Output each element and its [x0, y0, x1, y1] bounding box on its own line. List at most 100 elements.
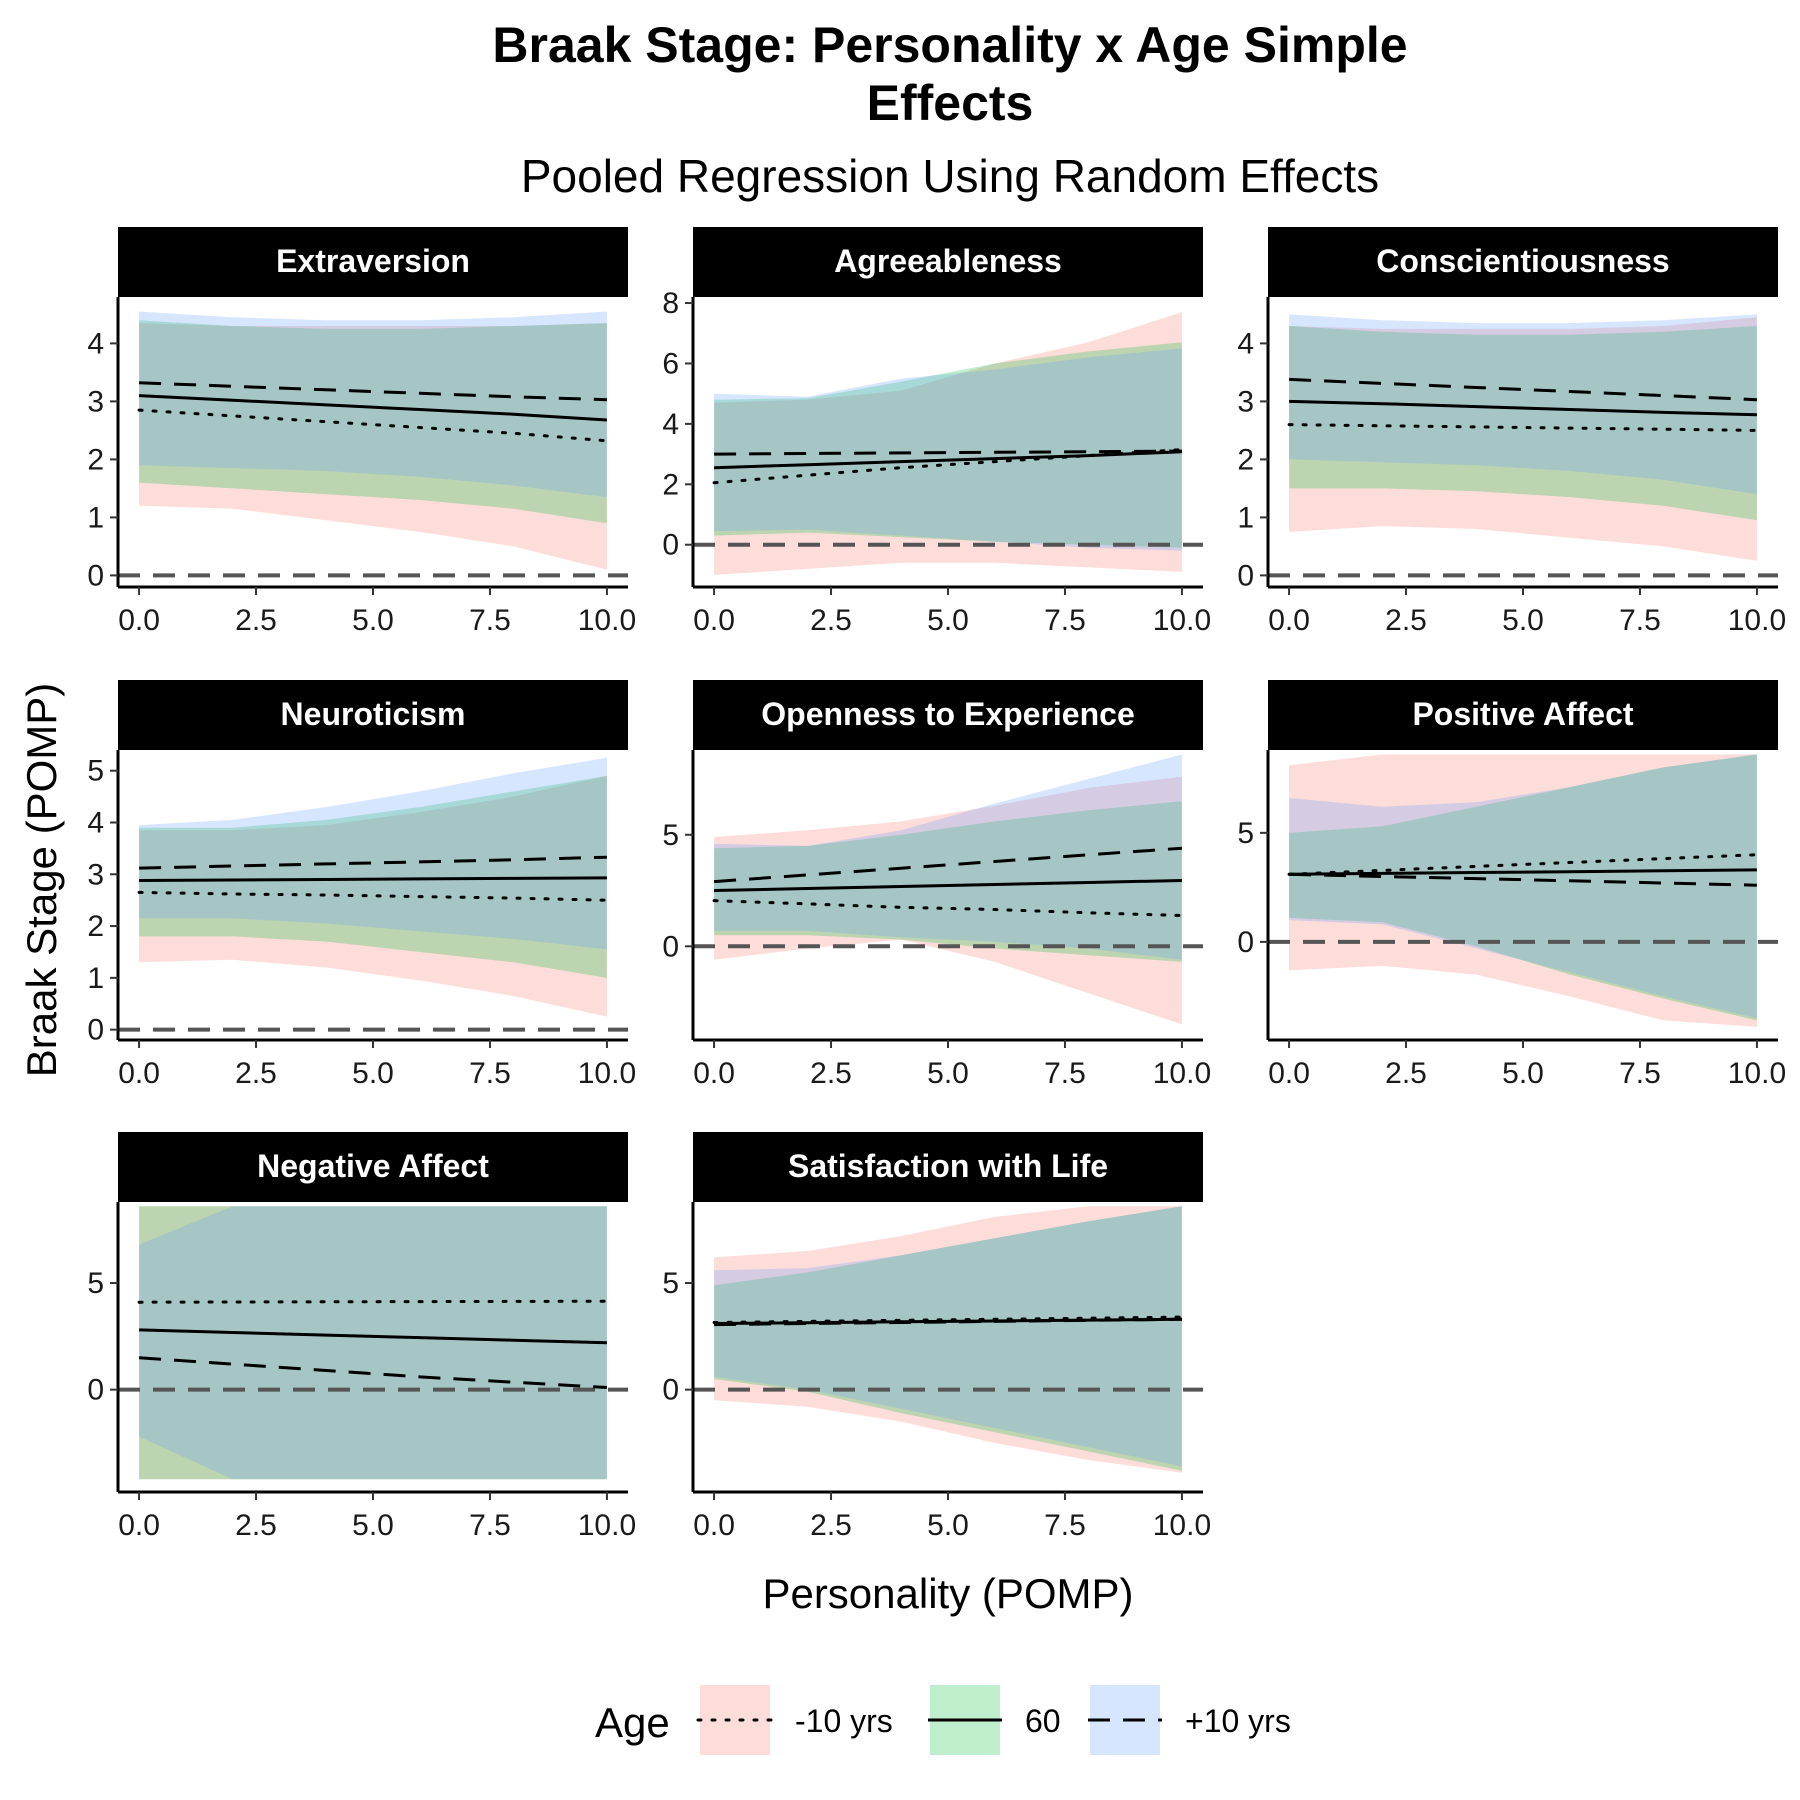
legend-key-1: 60 [928, 1685, 1061, 1755]
y-tick-label-agreeableness-4: 4 [662, 408, 679, 441]
ribbon-satisfaction-with-life-10-yrs [714, 1206, 1182, 1473]
x-tick-label-conscientiousness-1: 2.5 [1385, 604, 1427, 637]
line-positive-affect-10-yrs [1289, 872, 1757, 887]
strip-positive-affect [1268, 680, 1778, 750]
x-tick-label-positive-affect-0: 0.0 [1268, 1057, 1310, 1090]
strip-label-neuroticism: Neuroticism [281, 696, 466, 732]
x-tick-label-positive-affect-3: 7.5 [1619, 1057, 1661, 1090]
panel-conscientiousness: Conscientiousness 0 1 2 3 4 0.0 2.5 5.0 7.5 10.0 [1237, 227, 1786, 637]
x-tick-label-neuroticism-4: 10.0 [578, 1057, 636, 1090]
ribbon-openness-to-experience-10-yrs [714, 776, 1182, 1025]
line-agreeableness-60 [714, 450, 1182, 470]
y-tick-label-agreeableness-8: 8 [662, 287, 679, 320]
ribbon-neuroticism-10-yrs [139, 775, 607, 1017]
y-tick-label-positive-affect-0: 0 [1237, 926, 1254, 959]
ribbon-conscientiousness-10-yrs [1289, 314, 1757, 495]
y-tick-label-extraversion-0: 0 [87, 559, 104, 592]
strip-label-extraversion: Extraversion [276, 243, 470, 279]
x-tick-label-positive-affect-4: 10.0 [1728, 1057, 1786, 1090]
ribbons-agreeableness [714, 312, 1182, 575]
y-tick-label-conscientiousness-0: 0 [1237, 559, 1254, 592]
strip-conscientiousness [1268, 227, 1778, 297]
facet-panels: Extraversion 0 1 2 3 4 0.0 2.5 5.0 7.5 10.0 Agreeab… [87, 227, 1786, 1542]
strip-negative-affect [118, 1132, 628, 1202]
y-tick-label-extraversion-2: 2 [87, 443, 104, 476]
x-tick-label-openness-to-experience-0: 0.0 [693, 1057, 735, 1090]
x-tick-label-satisfaction-with-life-3: 7.5 [1044, 1509, 1086, 1542]
ribbons-openness-to-experience [714, 754, 1182, 1025]
x-tick-label-negative-affect-1: 2.5 [235, 1509, 277, 1542]
ribbon-agreeableness-10-yrs [714, 312, 1182, 575]
line-agreeableness-10-yrs [714, 449, 1182, 456]
ribbon-agreeableness-60 [714, 342, 1182, 548]
x-tick-label-neuroticism-3: 7.5 [469, 1057, 511, 1090]
ribbons-positive-affect [1289, 754, 1757, 1027]
ribbon-positive-affect-60 [1289, 754, 1757, 1021]
panel-negative-affect: Negative Affect 0 5 0.0 2.5 5.0 7.5 10.0 [87, 1132, 636, 1542]
y-tick-label-negative-affect-0: 0 [87, 1374, 104, 1407]
ribbon-openness-to-experience-10-yrs [714, 754, 1182, 960]
strip-label-negative-affect: Negative Affect [257, 1148, 489, 1184]
ribbon-extraversion-10-yrs [139, 311, 607, 498]
strip-openness-to-experience [693, 680, 1203, 750]
ribbon-neuroticism-10-yrs [139, 757, 607, 950]
strip-label-conscientiousness: Conscientiousness [1376, 243, 1669, 279]
ribbon-agreeableness-10-yrs [714, 348, 1182, 551]
ribbon-conscientiousness-60 [1289, 326, 1757, 521]
y-tick-label-agreeableness-0: 0 [662, 529, 679, 562]
y-tick-label-neuroticism-4: 4 [87, 807, 104, 840]
legend-label-1: 60 [1025, 1703, 1061, 1739]
y-tick-label-neuroticism-0: 0 [87, 1014, 104, 1047]
panel-extraversion: Extraversion 0 1 2 3 4 0.0 2.5 5.0 7.5 10.0 [87, 227, 636, 637]
line-neuroticism-10-yrs [139, 855, 607, 870]
x-tick-label-agreeableness-0: 0.0 [693, 604, 735, 637]
x-tick-label-positive-affect-2: 5.0 [1502, 1057, 1544, 1090]
panel-satisfaction-with-life: Satisfaction with Life 0 5 0.0 2.5 5.0 7.5 10.0 [662, 1132, 1211, 1542]
x-tick-label-satisfaction-with-life-1: 2.5 [810, 1509, 852, 1542]
y-tick-label-extraversion-3: 3 [87, 385, 104, 418]
y-tick-label-conscientiousness-4: 4 [1237, 327, 1254, 360]
line-conscientiousness-60 [1289, 399, 1757, 417]
x-tick-label-negative-affect-4: 10.0 [578, 1509, 636, 1542]
line-negative-affect-10-yrs [138, 1356, 607, 1389]
ribbon-positive-affect-10-yrs [1289, 754, 1757, 1019]
x-tick-label-openness-to-experience-1: 2.5 [810, 1057, 852, 1090]
y-axis-title: Braak Stage (POMP) [18, 683, 65, 1077]
x-tick-label-negative-affect-2: 5.0 [352, 1509, 394, 1542]
x-tick-label-extraversion-4: 10.0 [578, 604, 636, 637]
strip-label-openness-to-experience: Openness to Experience [761, 696, 1134, 732]
y-tick-label-neuroticism-1: 1 [87, 962, 104, 995]
x-tick-label-conscientiousness-0: 0.0 [1268, 604, 1310, 637]
ribbons-conscientiousness [1289, 314, 1757, 561]
legend-key-2: +10 yrs [1088, 1685, 1291, 1755]
y-tick-label-conscientiousness-3: 3 [1237, 385, 1254, 418]
y-tick-label-conscientiousness-2: 2 [1237, 443, 1254, 476]
y-tick-label-neuroticism-2: 2 [87, 910, 104, 943]
ribbons-neuroticism [139, 757, 607, 1017]
ribbons-satisfaction-with-life [714, 1206, 1182, 1473]
legend-title: Age [595, 1699, 670, 1746]
x-tick-label-satisfaction-with-life-0: 0.0 [693, 1509, 735, 1542]
strip-agreeableness [693, 227, 1203, 297]
y-tick-label-satisfaction-with-life-0: 0 [662, 1374, 679, 1407]
y-tick-label-positive-affect-5: 5 [1237, 817, 1254, 850]
y-tick-label-agreeableness-2: 2 [662, 468, 679, 501]
y-tick-label-agreeableness-6: 6 [662, 347, 679, 380]
chart-title-line-1: Braak Stage: Personality x Age Simple [492, 17, 1407, 73]
x-tick-label-extraversion-3: 7.5 [469, 604, 511, 637]
x-tick-label-satisfaction-with-life-4: 10.0 [1153, 1509, 1211, 1542]
x-tick-label-positive-affect-1: 2.5 [1385, 1057, 1427, 1090]
panel-openness-to-experience: Openness to Experience 0 5 0.0 2.5 5.0 7.5 10.0 [662, 680, 1211, 1090]
strip-label-agreeableness: Agreeableness [834, 243, 1062, 279]
y-tick-label-extraversion-4: 4 [87, 327, 104, 360]
x-tick-label-agreeableness-4: 10.0 [1153, 604, 1211, 637]
x-tick-label-neuroticism-1: 2.5 [235, 1057, 277, 1090]
line-extraversion-60 [139, 394, 607, 422]
y-tick-label-satisfaction-with-life-5: 5 [662, 1267, 679, 1300]
strip-satisfaction-with-life [693, 1132, 1203, 1202]
panel-positive-affect: Positive Affect 0 5 0.0 2.5 5.0 7.5 10.0 [1237, 680, 1786, 1090]
panel-neuroticism: Neuroticism 0 1 2 3 4 5 0.0 2.5 5.0 7.5 10.0 [87, 680, 636, 1090]
x-tick-label-agreeableness-1: 2.5 [810, 604, 852, 637]
x-tick-label-satisfaction-with-life-2: 5.0 [927, 1509, 969, 1542]
line-positive-affect-60 [1289, 868, 1757, 876]
